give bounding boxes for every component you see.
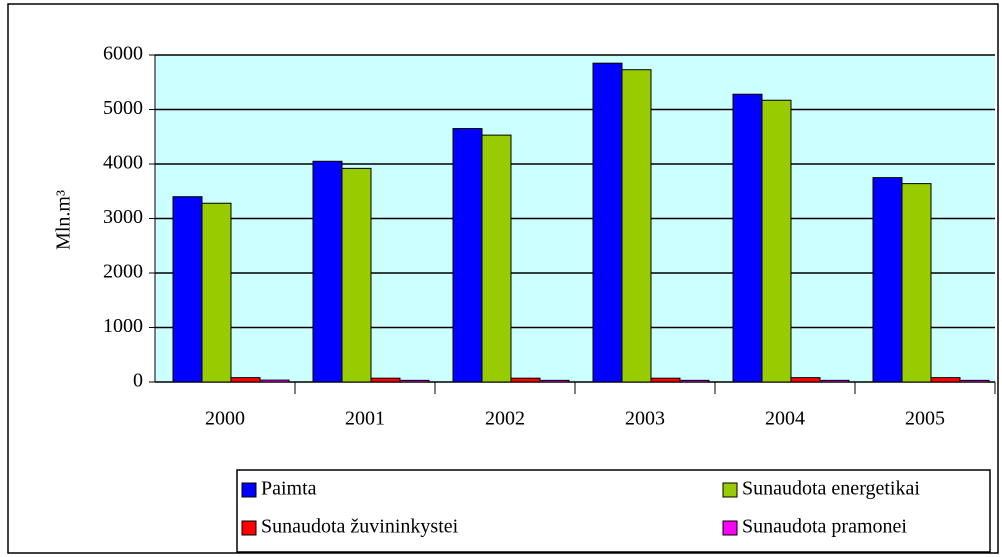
bar	[172, 196, 203, 383]
y-tick-label: 1000	[103, 315, 143, 337]
x-tick-label: 2005	[905, 408, 945, 430]
y-tick-label: 6000	[103, 43, 143, 65]
bar	[872, 177, 903, 383]
bar	[901, 183, 932, 383]
bar	[732, 93, 763, 383]
y-tick-label: 4000	[103, 152, 143, 174]
bar	[930, 377, 961, 383]
x-tick-label: 2003	[625, 408, 665, 430]
bar	[510, 377, 541, 383]
bar	[650, 377, 681, 383]
bar	[230, 377, 261, 383]
bar	[621, 69, 652, 383]
legend-label: Sunaudota energetikai	[742, 478, 920, 500]
bar	[481, 134, 512, 383]
legend-label: Sunaudota žuvininkystei	[261, 516, 459, 538]
x-tick-label: 2004	[765, 408, 805, 430]
bar	[592, 62, 623, 383]
bar	[790, 377, 821, 383]
bar	[761, 99, 792, 383]
bar	[452, 128, 483, 383]
y-tick-label: 5000	[103, 97, 143, 119]
legend-box	[236, 469, 991, 553]
legend-label: Sunaudota pramonei	[742, 516, 907, 538]
x-tick-label: 2002	[485, 408, 525, 430]
legend-swatch	[722, 520, 738, 536]
legend-swatch	[722, 482, 738, 498]
legend-swatch	[241, 482, 257, 498]
bar	[341, 167, 372, 383]
y-tick-label: 3000	[103, 206, 143, 228]
legend-label: Paimta	[261, 478, 317, 500]
legend-swatch	[241, 520, 257, 536]
y-tick-label: 0	[133, 370, 143, 392]
x-tick-label: 2000	[205, 408, 245, 430]
y-axis-title: Mln.m³	[53, 190, 75, 250]
bar	[370, 377, 401, 383]
bar	[312, 160, 343, 383]
x-tick-label: 2001	[345, 408, 385, 430]
y-tick-label: 2000	[103, 261, 143, 283]
bar	[201, 202, 232, 383]
